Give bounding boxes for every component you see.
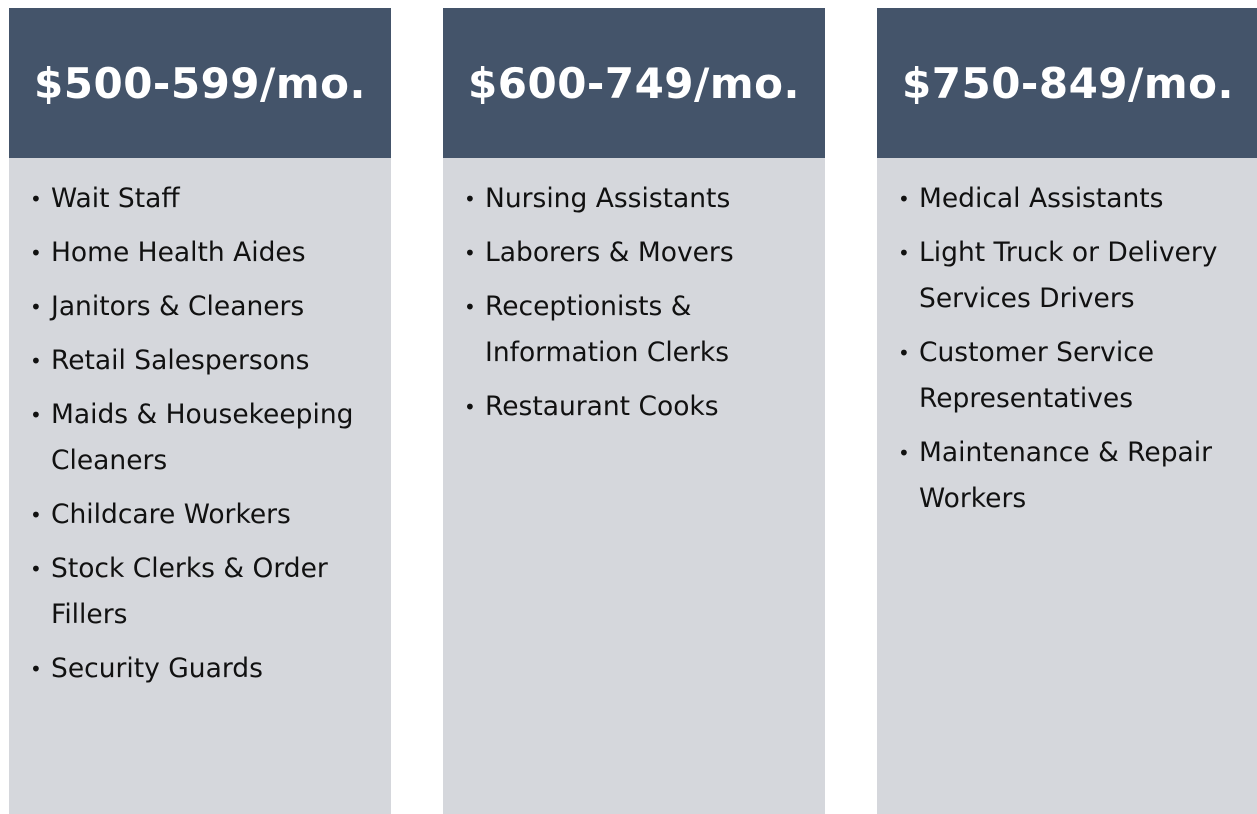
column-title: $600-749/mo. [443,8,825,158]
column: $750-849/mo. Medical Assistants Light Truc… [877,8,1257,814]
list-item: Stock Clerks & Order Fillers [30,546,381,638]
column-title: $750-849/mo. [877,8,1257,158]
column-title: $500-599/mo. [9,8,391,158]
list-item: Receptionists & Information Clerks [464,284,815,376]
column: $500-599/mo. Wait Staff Home Health Aides J… [9,8,391,814]
list-item: Wait Staff [30,176,381,222]
list-item: Restaurant Cooks [464,384,815,430]
list-item: Maids & Housekeeping Cleaners [30,392,381,484]
item-list: Medical Assistants Light Truck or Deliver… [877,158,1257,522]
list-item: Nursing Assistants [464,176,815,222]
list-item: Retail Salespersons [30,338,381,384]
list-item: Maintenance & Repair Workers [898,430,1249,522]
list-item: Medical Assistants [898,176,1249,222]
list-item: Janitors & Cleaners [30,284,381,330]
list-item: Childcare Workers [30,492,381,538]
item-list: Nursing Assistants Laborers & Movers Recep… [443,158,827,430]
list-item: Light Truck or Delivery Services Drivers [898,230,1249,322]
column: $600-749/mo. Nursing Assistants Laborers &… [443,8,825,814]
item-list: Wait Staff Home Health Aides Janitors & Cl… [9,158,393,692]
list-item: Laborers & Movers [464,230,815,276]
list-item: Customer Service Representatives [898,330,1249,422]
list-item: Security Guards [30,646,381,692]
list-item: Home Health Aides [30,230,381,276]
